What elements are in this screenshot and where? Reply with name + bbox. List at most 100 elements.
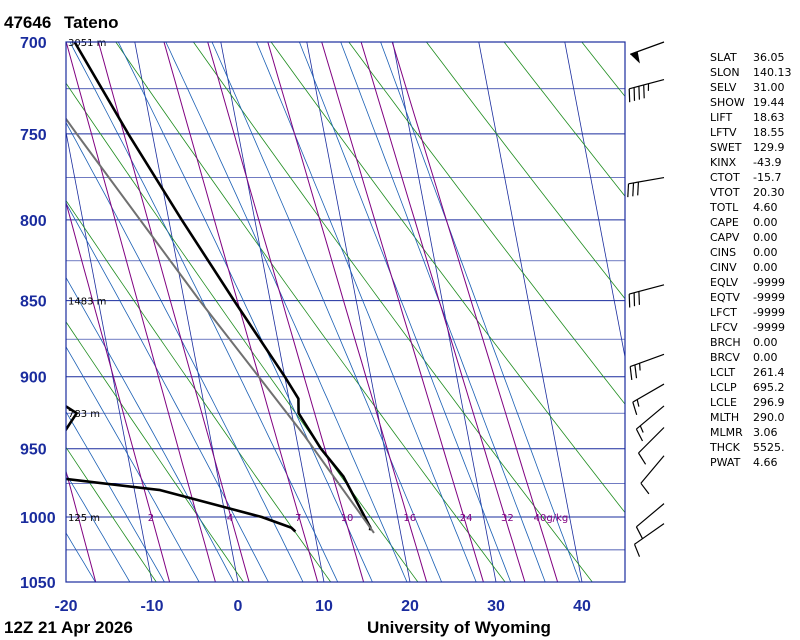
temperature-tick-label: 10 <box>315 598 333 615</box>
dry-adiabat-line <box>66 199 332 582</box>
index-value: 0.00 <box>753 261 778 274</box>
index-value: 0.00 <box>753 246 778 259</box>
moist-adiabat-line <box>298 42 512 582</box>
mixing-ratio-label: 40g/kg <box>534 513 569 524</box>
index-row: LIFT 18.63 <box>710 110 792 125</box>
dry-adiabat-line <box>270 42 625 514</box>
index-row: VTOT 20.30 <box>710 185 792 200</box>
index-key: LCLE <box>710 396 737 409</box>
index-row: LFCV -9999 <box>710 320 792 335</box>
temperature-tick-label: -20 <box>54 598 77 615</box>
index-row: LCLT 261.4 <box>710 365 792 380</box>
isotherm-line <box>478 42 583 582</box>
index-key: KINX <box>710 156 737 169</box>
dry-adiabat-line <box>66 321 244 582</box>
index-key: TOTL <box>710 201 739 214</box>
moist-adiabat-line <box>66 121 304 582</box>
index-value: 0.00 <box>753 216 778 229</box>
index-row: SWET 129.9 <box>710 140 792 155</box>
mixing-ratio-label: 32 <box>501 513 514 524</box>
wind-barb <box>632 383 665 415</box>
moist-adiabat-line <box>256 42 477 582</box>
index-key: CAPV <box>710 231 740 244</box>
temperature-tick-label: 20 <box>401 598 419 615</box>
index-row: EQTV -9999 <box>710 290 792 305</box>
mixing-ratio-line <box>321 42 484 582</box>
index-value: 36.05 <box>753 51 785 64</box>
index-row: CINV 0.00 <box>710 260 792 275</box>
index-row: SELV 31.00 <box>710 80 792 95</box>
index-row: LFCT -9999 <box>710 305 792 320</box>
mixing-ratio-line <box>66 200 171 582</box>
index-key: VTOT <box>710 186 740 199</box>
index-key: THCK <box>710 441 740 454</box>
mixing-ratio-line <box>267 42 428 582</box>
index-value: 5525. <box>753 441 785 454</box>
wind-barb <box>637 427 665 465</box>
station-name: Tateno <box>64 13 118 32</box>
index-key: SLON <box>710 66 740 79</box>
wind-barb <box>628 78 665 103</box>
index-row: SLON 140.13 <box>710 65 792 80</box>
index-row: PWAT 4.66 <box>710 455 792 470</box>
pressure-tick-label: 700 <box>20 35 47 52</box>
index-key: EQTV <box>710 291 740 304</box>
height-label: 3051 m <box>68 38 106 49</box>
index-key: LFTV <box>710 126 737 139</box>
observation-time: 12Z 21 Apr 2026 <box>4 618 133 637</box>
mixing-ratio-label: 10 <box>341 513 354 524</box>
pressure-tick-label: 850 <box>20 294 47 311</box>
height-label: 125 m <box>68 513 100 524</box>
index-row: BRCV 0.00 <box>710 350 792 365</box>
dry-adiabat-line <box>192 42 593 582</box>
temperature-tick-label: -10 <box>140 598 163 615</box>
dry-adiabat-line <box>425 42 625 300</box>
index-value: 19.44 <box>753 96 785 109</box>
mixing-ratio-line <box>66 469 97 582</box>
mixing-ratio-line <box>97 42 250 582</box>
index-row: MLMR 3.06 <box>710 425 792 440</box>
index-row: TOTL 4.60 <box>710 200 792 215</box>
index-row: KINX -43.9 <box>710 155 792 170</box>
index-key: LCLT <box>710 366 736 379</box>
pressure-tick-label: 950 <box>20 442 47 459</box>
index-key: SELV <box>710 81 737 94</box>
temperature-tick-label: 40 <box>573 598 591 615</box>
index-key: MLTH <box>710 411 740 424</box>
moist-adiabat-line <box>340 42 546 582</box>
index-value: 140.13 <box>753 66 792 79</box>
mixing-ratio-label: 24 <box>460 513 473 524</box>
moist-adiabat-line <box>66 411 165 582</box>
temperature-tick-label: 30 <box>487 598 505 615</box>
mixing-ratio-line <box>360 42 526 582</box>
index-value: 129.9 <box>753 141 785 154</box>
dewpoint-line <box>66 404 297 533</box>
index-key: BRCV <box>710 351 740 364</box>
index-value: 20.30 <box>753 186 785 199</box>
index-row: MLTH 290.0 <box>710 410 792 425</box>
height-label: 783 m <box>68 409 100 420</box>
index-key: SHOW <box>710 96 745 109</box>
index-key: LFCT <box>710 306 737 319</box>
index-row: LCLE 296.9 <box>710 395 792 410</box>
index-key: LFCV <box>710 321 738 334</box>
isotherm-line <box>220 42 325 582</box>
index-row: CAPV 0.00 <box>710 230 792 245</box>
index-key: SWET <box>710 141 742 154</box>
data-source: University of Wyoming <box>367 618 551 637</box>
wind-barb <box>627 176 665 198</box>
stability-indices: SLAT 36.05 SLON 140.13 SELV 31.00 SHOW 19.44 LIF… <box>710 50 792 470</box>
dry-adiabat-line <box>348 42 625 405</box>
pressure-tick-label: 1050 <box>20 575 56 592</box>
wind-barb <box>635 503 665 539</box>
pressure-tick-label: 1000 <box>20 510 56 527</box>
index-value: 31.00 <box>753 81 785 94</box>
mixing-ratio-line <box>163 42 319 582</box>
wind-barb <box>628 284 665 308</box>
moist-adiabat-line <box>165 42 408 582</box>
index-value: 0.00 <box>753 231 778 244</box>
index-value: -9999 <box>753 321 785 334</box>
moist-adiabat-line <box>66 346 200 582</box>
moist-adiabat-line <box>380 42 581 582</box>
